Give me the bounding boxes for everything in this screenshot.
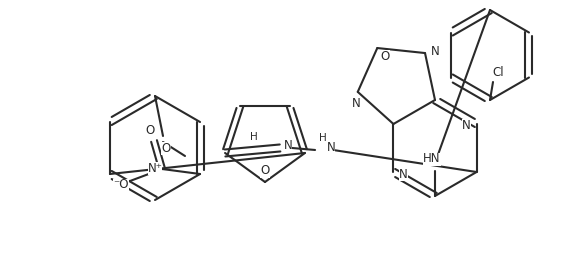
Text: N: N: [327, 141, 335, 155]
Text: N: N: [462, 120, 471, 133]
Text: N⁺: N⁺: [148, 162, 163, 175]
Text: Cl: Cl: [492, 66, 504, 79]
Text: N: N: [431, 45, 439, 57]
Text: N: N: [284, 139, 292, 152]
Text: H: H: [250, 132, 258, 142]
Text: O: O: [261, 164, 270, 177]
Text: N: N: [351, 97, 360, 110]
Text: HN: HN: [423, 152, 441, 165]
Text: O: O: [380, 50, 390, 63]
Text: ⁻O: ⁻O: [113, 179, 129, 192]
Text: O: O: [145, 124, 155, 138]
Text: N: N: [399, 168, 408, 181]
Text: H: H: [319, 133, 327, 143]
Text: O: O: [162, 141, 171, 155]
